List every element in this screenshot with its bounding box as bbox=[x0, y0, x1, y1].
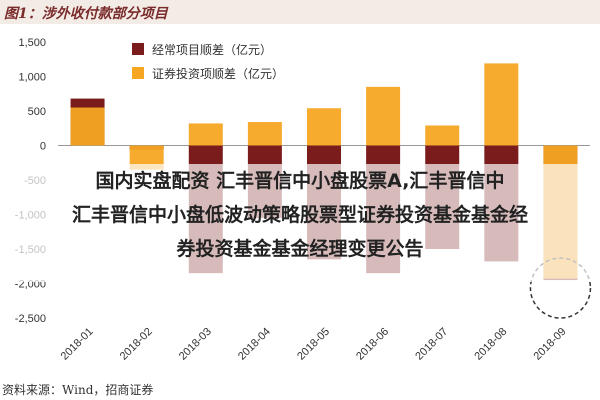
headline-overlay: 国内实盘配资 汇丰晋信中小盘股票A,汇丰晋信中 汇丰晋信中小盘低波动策略股票型证… bbox=[0, 164, 600, 282]
bar-securities-2018-04 bbox=[247, 122, 282, 146]
bar-securities-2018-05 bbox=[307, 108, 341, 146]
legend-label: 经常项目顺差（亿元） bbox=[152, 42, 272, 57]
x-tick-label: 2018-05 bbox=[295, 326, 332, 363]
headline-line-3: 券投资基金基金经理变更公告 bbox=[176, 238, 424, 260]
x-tick-label: 2018-06 bbox=[354, 326, 391, 363]
legend-swatch bbox=[132, 67, 144, 79]
y-tick-label: -2,500 bbox=[15, 313, 46, 325]
legend-swatch bbox=[132, 43, 144, 55]
x-tick-label: 2018-09 bbox=[532, 326, 569, 363]
headline-line-2: 汇丰晋信中小盘低波动策略股票型证券投资基金基金经 bbox=[71, 204, 528, 226]
bar-securities-2018-03 bbox=[188, 123, 223, 146]
x-tick-label: 2018-08 bbox=[472, 326, 509, 363]
y-tick-label: 1,000 bbox=[18, 72, 46, 84]
x-tick-label: 2018-04 bbox=[236, 326, 273, 363]
x-tick-label: 2018-03 bbox=[177, 326, 214, 363]
title-bar: 图1：涉外收付款部分项目 bbox=[0, 0, 600, 24]
bar-securities-2018-06 bbox=[366, 86, 401, 146]
x-tick-label: 2018-02 bbox=[118, 326, 155, 363]
x-tick-label: 2018-01 bbox=[59, 326, 96, 363]
bar-securities-2018-07 bbox=[425, 125, 460, 146]
figure-title: 图1：涉外收付款部分项目 bbox=[4, 6, 168, 22]
y-tick-label: 0 bbox=[40, 141, 46, 153]
bar-securities-2018-08 bbox=[484, 63, 519, 146]
y-tick-label: 500 bbox=[28, 106, 46, 118]
y-tick-label: 1,500 bbox=[18, 37, 46, 49]
bar-securities-2018-01 bbox=[70, 107, 105, 146]
headline-line-1: 国内实盘配资 汇丰晋信中小盘股票A,汇丰晋信中 bbox=[95, 170, 505, 192]
source-note: 资料来源：Wind，招商证券 bbox=[2, 383, 154, 397]
x-tick-label: 2018-07 bbox=[413, 326, 450, 363]
legend-label: 证券投资项顺差（亿元） bbox=[152, 66, 284, 81]
